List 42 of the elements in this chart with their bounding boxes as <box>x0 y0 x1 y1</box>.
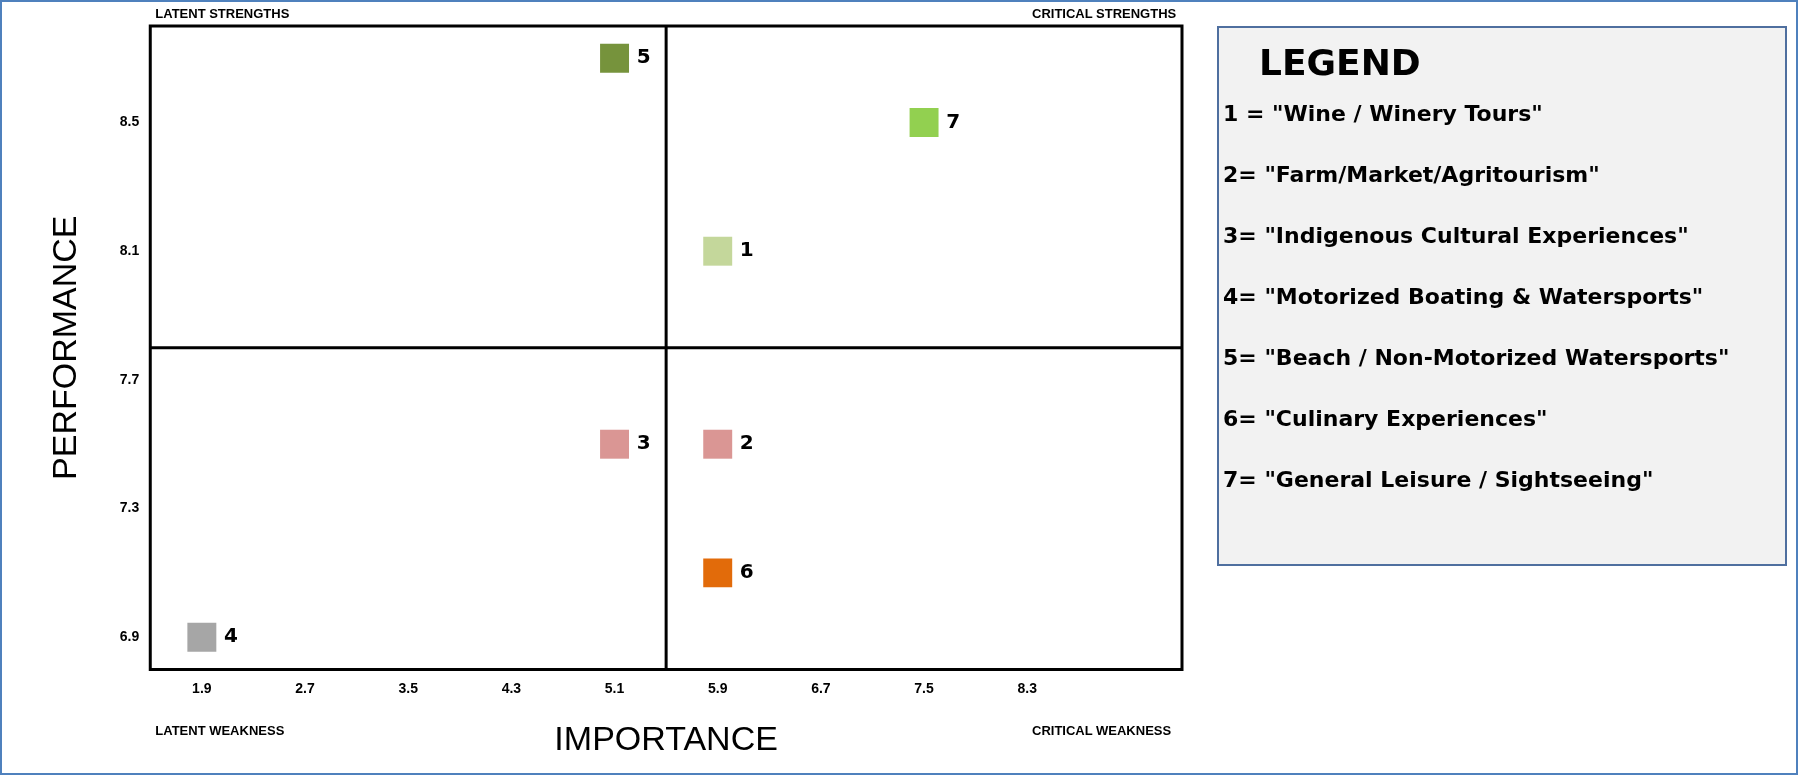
x-tick-label: 2.7 <box>295 679 315 696</box>
x-tick-label: 7.5 <box>914 679 935 696</box>
y-tick-label: 7.7 <box>119 370 140 387</box>
y-tick-label: 8.1 <box>119 242 140 259</box>
series-label: 5 <box>636 44 651 69</box>
x-tick-label: 6.7 <box>811 679 831 696</box>
y-tick-label: 6.9 <box>119 628 140 645</box>
text: 5= "Beach / Non-Motorized Watersports" <box>1223 345 1731 370</box>
x-tick-label: 1.9 <box>192 679 212 696</box>
text: 1 = "Wine / Winery Tours" <box>1223 101 1544 126</box>
point <box>703 558 733 588</box>
x-tick-label: 8.3 <box>1017 679 1038 696</box>
y-tick-label: 7.3 <box>119 499 140 516</box>
legend-title: LEGEND <box>1259 42 1422 83</box>
y-axis-title: PERFORMANCE <box>44 215 83 480</box>
series-label: 7 <box>946 108 961 133</box>
text: LATENT WEAKNESS <box>155 722 285 738</box>
x-axis-title: IMPORTANCE <box>554 718 778 757</box>
point <box>703 236 733 266</box>
y-tick-label: 8.5 <box>119 113 140 130</box>
series-label: 4 <box>223 623 238 648</box>
text: 3= "Indigenous Cultural Experiences" <box>1223 223 1690 248</box>
text: 7= "General Leisure / Sightseeing" <box>1223 467 1655 492</box>
x-tick-label: 3.5 <box>398 679 419 696</box>
text: CRITICAL WEAKNESS <box>1032 722 1172 738</box>
point <box>187 622 217 652</box>
point <box>600 43 630 73</box>
text: CRITICAL STRENGTHS <box>1032 5 1177 21</box>
text: 2= "Farm/Market/Agritourism" <box>1223 162 1601 187</box>
text: 4= "Motorized Boating & Watersports" <box>1223 284 1705 309</box>
series-label: 6 <box>739 559 754 584</box>
series-label: 2 <box>739 430 754 455</box>
series-label: 1 <box>739 237 754 262</box>
text: 6= "Culinary Experiences" <box>1223 406 1549 431</box>
x-tick-label: 5.9 <box>707 679 728 696</box>
series-label: 3 <box>636 430 651 455</box>
x-tick-label: 4.3 <box>501 679 522 696</box>
point <box>703 429 733 459</box>
text: LATENT STRENGTHS <box>155 5 290 21</box>
point <box>909 108 939 137</box>
x-tick-label: 5.1 <box>604 679 625 696</box>
point <box>600 429 630 459</box>
